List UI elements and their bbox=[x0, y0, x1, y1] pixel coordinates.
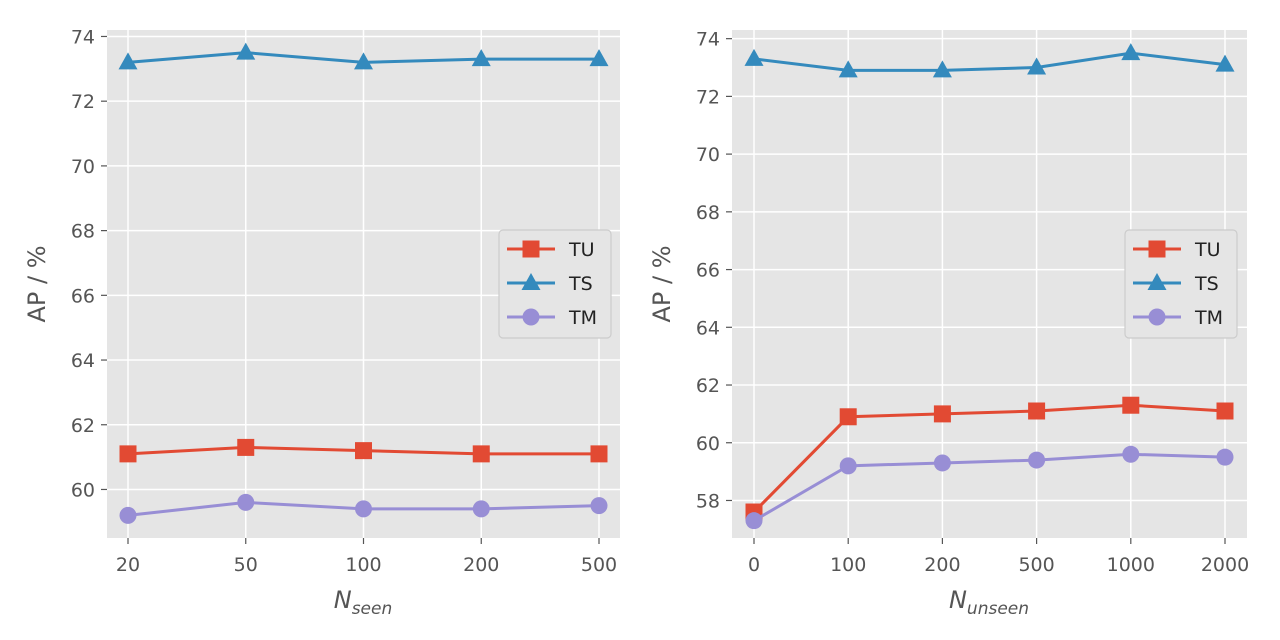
data-point-tm bbox=[745, 512, 763, 530]
legend: TU TS TM bbox=[1124, 229, 1238, 339]
data-point-tu bbox=[1122, 396, 1140, 414]
data-point-tm bbox=[355, 500, 372, 518]
y-axis-label: AP / % bbox=[23, 245, 51, 322]
data-point-ts bbox=[1215, 54, 1235, 72]
x-tick-label: 500 bbox=[1018, 554, 1054, 576]
legend-marker bbox=[1148, 308, 1166, 326]
data-point-ts bbox=[354, 52, 373, 70]
x-axis-label-subscript: unseen bbox=[967, 599, 1029, 619]
data-point-tu bbox=[355, 442, 372, 460]
data-point-tm bbox=[839, 457, 857, 475]
legend-item-tm: TM bbox=[507, 307, 597, 329]
data-point-tm bbox=[1122, 445, 1140, 463]
y-tick-label: 62 bbox=[71, 415, 95, 437]
series-tm bbox=[745, 445, 1234, 530]
chart-left: 60 62 64 66 68 70 72 74 20 50 100 200 500 AP / % Nseen… bbox=[23, 26, 620, 619]
legend: TU TS TM bbox=[498, 229, 612, 339]
y-tick-label: 68 bbox=[696, 202, 720, 224]
data-point-tm bbox=[933, 454, 951, 472]
x-axis-label-main: N bbox=[334, 586, 352, 614]
y-tick-label: 62 bbox=[696, 375, 720, 397]
data-point-tm bbox=[590, 497, 608, 515]
y-tick-label: 64 bbox=[71, 350, 95, 372]
x-tick-label: 100 bbox=[345, 554, 381, 576]
x-axis-label-subscript: seen bbox=[352, 599, 393, 619]
x-axis-label: Nseen bbox=[334, 586, 393, 619]
data-point-ts bbox=[236, 42, 256, 60]
legend-item-ts: TS bbox=[507, 273, 593, 295]
y-tick-label: 68 bbox=[71, 221, 95, 243]
y-tick-label: 70 bbox=[696, 144, 720, 166]
data-point-tu bbox=[1216, 402, 1234, 420]
legend-marker bbox=[521, 273, 541, 290]
data-point-ts bbox=[118, 52, 138, 70]
legend-marker bbox=[1148, 240, 1166, 258]
data-point-tm bbox=[1028, 451, 1046, 469]
x-tick-label: 100 bbox=[830, 554, 866, 576]
y-tick-label: 70 bbox=[71, 156, 95, 178]
y-tick-label: 60 bbox=[696, 433, 720, 455]
chart-right: 58 60 62 64 66 68 70 72 74 0 100 200 500 1000 2000 AP /… bbox=[648, 29, 1249, 619]
x-tick-label: 200 bbox=[924, 554, 960, 576]
data-point-tu bbox=[839, 408, 857, 426]
legend-item-ts: TS bbox=[1133, 273, 1219, 295]
legend-item-tu: TU bbox=[507, 239, 595, 261]
data-point-ts bbox=[1027, 57, 1047, 75]
series-ts bbox=[744, 43, 1235, 78]
series-ts bbox=[118, 42, 609, 70]
y-tick-label: 72 bbox=[71, 91, 95, 113]
data-point-tu bbox=[237, 438, 255, 456]
data-point-ts bbox=[744, 48, 764, 66]
data-point-tu bbox=[590, 445, 608, 463]
y-tick-label: 58 bbox=[696, 490, 720, 512]
series-tm bbox=[119, 493, 608, 524]
legend-label: TS bbox=[1194, 273, 1219, 295]
legend-marker bbox=[1147, 273, 1167, 290]
y-tick-label: 66 bbox=[71, 285, 95, 307]
data-point-tu bbox=[472, 445, 490, 463]
series-line-ts bbox=[753, 51, 1226, 72]
y-tick-label: 66 bbox=[696, 260, 720, 282]
data-point-ts bbox=[838, 60, 858, 78]
series-line-tu bbox=[752, 403, 1226, 514]
data-point-ts bbox=[471, 49, 491, 67]
legend-label: TU bbox=[1194, 239, 1221, 261]
x-tick-label: 20 bbox=[116, 554, 140, 576]
legend-label: TU bbox=[568, 239, 595, 261]
data-point-ts bbox=[589, 49, 609, 67]
data-point-ts bbox=[932, 60, 952, 78]
data-point-tu bbox=[1028, 402, 1046, 420]
data-point-tm bbox=[1216, 448, 1234, 466]
x-axis-label-main: N bbox=[949, 586, 967, 614]
y-tick-label: 74 bbox=[71, 26, 95, 48]
legend-label: TM bbox=[568, 307, 597, 329]
data-point-tu bbox=[933, 405, 951, 423]
data-point-tm bbox=[472, 500, 490, 518]
x-tick-label: 2000 bbox=[1201, 554, 1249, 576]
legend-marker bbox=[522, 308, 540, 326]
x-tick-label: 1000 bbox=[1107, 554, 1155, 576]
x-tick-label: 500 bbox=[581, 554, 617, 576]
legend-label: TM bbox=[1194, 307, 1223, 329]
y-tick-label: 74 bbox=[696, 29, 720, 51]
y-tick-label: 72 bbox=[696, 86, 720, 108]
y-tick-label: 64 bbox=[696, 317, 720, 339]
series-tu bbox=[119, 438, 608, 463]
legend-marker bbox=[522, 240, 540, 258]
data-point-tu bbox=[119, 445, 137, 463]
data-point-tm bbox=[119, 506, 137, 524]
data-point-ts bbox=[1121, 43, 1141, 61]
x-tick-label: 200 bbox=[463, 554, 499, 576]
legend-item-tm: TM bbox=[1133, 307, 1223, 329]
y-axis-label: AP / % bbox=[648, 245, 676, 322]
legend-label: TS bbox=[568, 273, 593, 295]
legend-item-tu: TU bbox=[1133, 239, 1221, 261]
x-axis-label: Nunseen bbox=[949, 586, 1029, 619]
x-tick-label: 50 bbox=[234, 554, 258, 576]
series-line-tm bbox=[753, 452, 1226, 522]
y-tick-label: 60 bbox=[71, 479, 95, 501]
data-point-tm bbox=[237, 493, 255, 511]
x-tick-label: 0 bbox=[748, 554, 760, 576]
